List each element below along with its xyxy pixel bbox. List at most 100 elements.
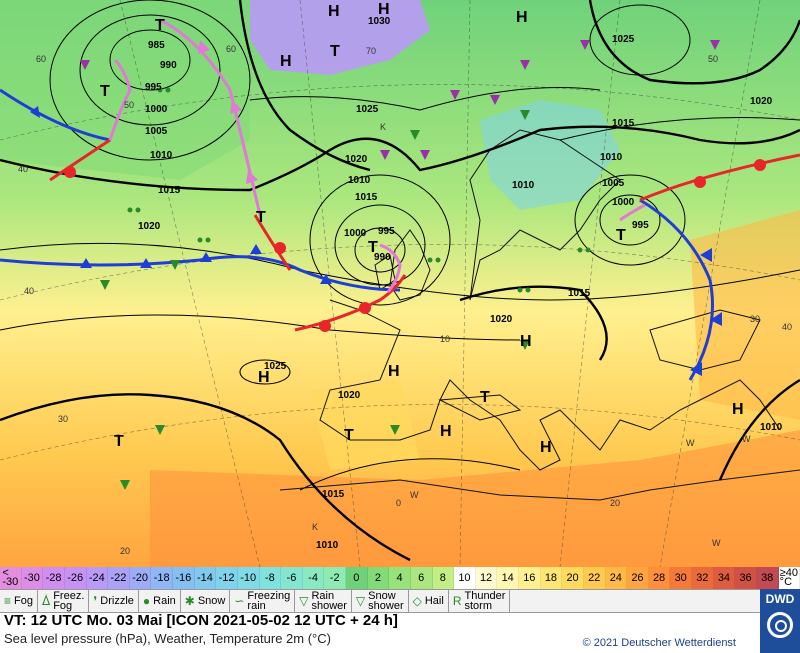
pressure-label: 1000 <box>145 104 168 115</box>
low-center: T <box>344 427 354 444</box>
isotherm-label: 20 <box>610 498 620 508</box>
low-center: T <box>114 433 124 450</box>
symbol-legend-label: Freezing rain <box>247 590 291 612</box>
pressure-label: 1005 <box>602 178 625 189</box>
symbol-legend-label: Fog <box>14 595 33 607</box>
dwd-logo-text: DWD <box>765 592 795 606</box>
cold-mark: K <box>380 122 386 132</box>
legend-swatch: -18 <box>151 567 173 589</box>
legend-swatch: 28 <box>648 567 671 589</box>
legend-swatch: ≥40 °C <box>778 567 800 589</box>
legend-swatch: -16 <box>173 567 195 589</box>
legend-swatch: 18 <box>540 567 563 589</box>
symbol-legend-item: ● Rain <box>139 590 181 612</box>
precipitation-symbols <box>100 87 591 490</box>
legend-swatch: 2 <box>367 567 390 589</box>
weather-symbol-icon: ✱ <box>184 594 195 608</box>
weather-symbol-icon: ≡ <box>4 594 12 608</box>
isobars-bold <box>0 0 800 562</box>
isotherm-label: 60 <box>226 44 236 54</box>
symbol-legend-label: Thunder storm <box>464 590 506 612</box>
map-info: VT: 12 UTC Mo. 03 Mai [ICON 2021-05-02 1… <box>4 612 764 646</box>
high-center: H <box>280 53 292 70</box>
pressure-label: 1015 <box>158 185 181 196</box>
isotherm-label: 30 <box>750 314 760 324</box>
symbol-legend-label: Freez. Fog <box>53 590 85 612</box>
legend-swatch: -10 <box>237 567 260 589</box>
legend-swatch: -4 <box>302 567 325 589</box>
symbol-legend-label: Drizzle <box>100 595 134 607</box>
pressure-label: 1015 <box>322 489 345 500</box>
pressure-label: 1020 <box>345 154 368 165</box>
snow-shower-symbols <box>80 40 720 160</box>
pressure-label: 995 <box>145 82 162 93</box>
valid-time: VT: 12 UTC Mo. 03 Mai [ICON 2021-05-02 1… <box>4 612 398 629</box>
weather-symbol-icon: ❜ <box>93 594 98 608</box>
cool-area-west <box>0 0 250 180</box>
symbol-legend-item: ≡ Fog <box>0 590 38 612</box>
legend-swatch: 6 <box>410 567 433 589</box>
pressure-label: 1010 <box>150 150 173 161</box>
pressure-label: 1015 <box>612 118 635 129</box>
isotherm-label: 70 <box>366 46 376 56</box>
symbol-legend-item: ᐄ Freez. Fog <box>38 590 90 612</box>
high-center: H <box>388 363 400 380</box>
high-center: H <box>516 9 528 26</box>
isotherm-label: 40 <box>782 322 792 332</box>
high-center: H <box>258 369 270 386</box>
pressure-label: 1020 <box>138 221 161 232</box>
high-center: H <box>440 423 452 440</box>
pressure-label: 1010 <box>348 175 371 186</box>
legend-swatch: 14 <box>497 567 519 589</box>
pressure-label: 1015 <box>568 288 591 299</box>
map-subtitle: Sea level pressure (hPa), Weather, Tempe… <box>4 631 331 646</box>
pressure-label: 1025 <box>356 104 379 115</box>
pressure-label: 1010 <box>760 422 783 433</box>
weather-symbol-legend: ≡ Fog ᐄ Freez. Fog ❜ Drizzle ● Rain ✱ Snow ∽ Freezi… <box>0 589 760 613</box>
symbol-legend-item: ◇ Hail <box>409 590 449 612</box>
pressure-label: 1025 <box>264 361 287 372</box>
pressure-label: 990 <box>160 60 177 71</box>
legend-swatch: -14 <box>194 567 217 589</box>
pressure-label: 1015 <box>355 192 378 203</box>
low-center: T <box>480 389 490 406</box>
legend-swatch: -28 <box>43 567 65 589</box>
pressure-labels: 985 990 995 1000 1005 1010 1015 1020 102… <box>138 16 783 551</box>
warm-mark: W <box>742 434 751 444</box>
legend-swatch: 8 <box>432 567 455 589</box>
weather-symbol-icon: ● <box>142 594 151 608</box>
dwd-logo: DWD <box>760 589 800 653</box>
cold-mark: K <box>312 522 318 532</box>
temperature-legend: < -30 -30 -28 -26 -24 -22 -20 -18 -16 -14 -12 -10 -8… <box>0 567 800 589</box>
symbol-legend-item: ❜ Drizzle <box>89 590 139 612</box>
warm-mark: W <box>686 438 695 448</box>
low-center: T <box>100 83 110 100</box>
pressure-centers: H H H H T T T T H H H T H T H H T K K W … <box>100 1 751 548</box>
weather-symbol-icon: ▽ <box>355 594 366 608</box>
dwd-spiral-icon <box>767 612 793 638</box>
weather-symbol-icon: ᐄ <box>41 594 51 608</box>
legend-swatch: 34 <box>713 567 736 589</box>
legend-swatch: -20 <box>129 567 152 589</box>
warm-mark: W <box>712 538 721 548</box>
low-center: T <box>256 209 266 226</box>
symbol-legend-label: Rain shower <box>311 590 347 612</box>
cold-area-north <box>250 0 430 75</box>
pressure-label: 995 <box>632 220 649 231</box>
pressure-label: 995 <box>378 226 395 237</box>
pressure-label: 1010 <box>600 152 623 163</box>
pressure-label: 1020 <box>490 314 513 325</box>
isotherm-label: 10 <box>440 334 450 344</box>
low-center: T <box>155 17 165 34</box>
legend-swatch: -2 <box>324 567 346 589</box>
low-center: T <box>616 227 626 244</box>
isotherm-label: 50 <box>708 54 718 64</box>
legend-swatch: -6 <box>281 567 303 589</box>
weather-symbol-icon: ◇ <box>412 594 422 608</box>
warm-area-iberia <box>310 380 420 470</box>
weather-symbol-icon: ▽ <box>299 594 309 608</box>
legend-swatch: 16 <box>519 567 541 589</box>
isotherm-label: 50 <box>124 100 134 110</box>
symbol-legend-label: Snow <box>197 595 226 607</box>
symbol-legend-label: Rain <box>153 595 176 607</box>
